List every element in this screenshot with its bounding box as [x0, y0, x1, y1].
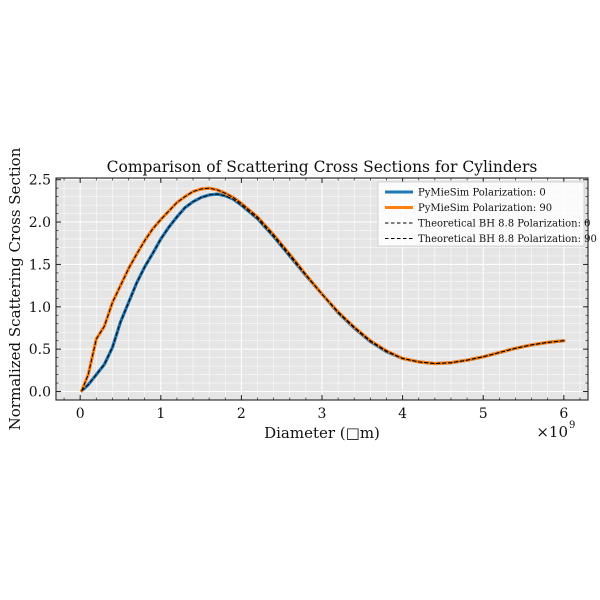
series-layer — [80, 186, 566, 393]
y-tick-label: 0.5 — [29, 342, 51, 358]
legend: PyMieSim Polarization: 0 PyMieSim Polariz… — [377, 181, 597, 247]
x-tick-label: 6 — [559, 406, 568, 422]
x-tick-label: 2 — [237, 406, 246, 422]
y-tick-label: 2.5 — [29, 173, 51, 189]
x-tick-label: 1 — [156, 406, 165, 422]
x-scale-multiplier: ×10 — [536, 423, 568, 441]
series-line-4 — [81, 187, 565, 392]
y-tick-label: 1.5 — [29, 257, 51, 273]
y-axis-label: Normalized Scattering Cross Section — [6, 147, 24, 430]
chart-title: Comparison of Scattering Cross Sections … — [107, 158, 538, 176]
grid — [56, 178, 588, 401]
x-tick-label: 5 — [479, 406, 488, 422]
x-tick-label: 4 — [398, 406, 407, 422]
legend-label: Theoretical BH 8.8 Polarization: 90 — [418, 234, 597, 245]
ticks: 0 1 2 3 4 5 6 0.0 0.5 1.0 1.5 2.0 2.5 — [29, 173, 588, 422]
y-tick-label: 1.0 — [29, 300, 51, 316]
x-scale-exponent: 9 — [569, 420, 575, 431]
y-tick-label: 0.0 — [29, 385, 51, 401]
x-axis-label: Diameter (□m) — [264, 424, 380, 442]
legend-label: PyMieSim Polarization: 90 — [418, 203, 552, 214]
legend-label: Theoretical BH 8.8 Polarization: 0 — [418, 219, 591, 230]
x-tick-label: 3 — [318, 406, 327, 422]
y-tick-label: 2.0 — [29, 215, 51, 231]
legend-label: PyMieSim Polarization: 0 — [418, 188, 546, 199]
x-tick-label: 0 — [76, 406, 85, 422]
